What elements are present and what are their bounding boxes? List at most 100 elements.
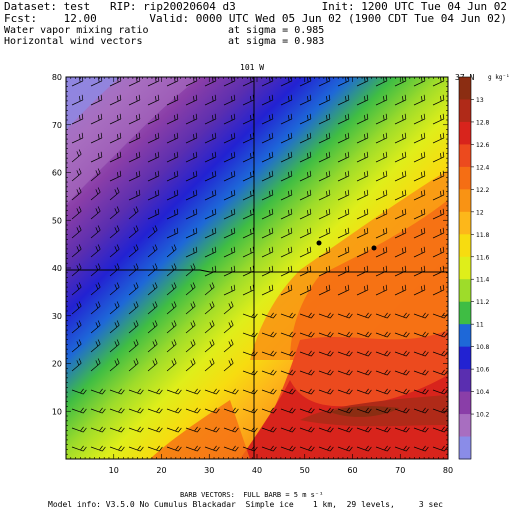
barb-legend: BARB VECTORS: FULL BARB = 5 m s⁻¹	[180, 491, 324, 499]
wind-barb	[280, 94, 293, 106]
wind-barb	[318, 189, 331, 201]
wind-barb	[318, 407, 334, 414]
wind-barb	[394, 189, 407, 201]
wind-barb	[337, 426, 353, 433]
wind-barb	[375, 350, 391, 357]
wind-barb	[204, 94, 217, 106]
wind-barb	[147, 407, 163, 414]
wind-barb	[413, 208, 426, 220]
wind-barb	[299, 388, 315, 395]
wind-barb	[128, 301, 139, 315]
wind-barb	[413, 113, 426, 125]
wind-barb	[71, 206, 82, 220]
wind-barb	[128, 189, 141, 201]
wind-barb	[375, 388, 391, 395]
wind-barb	[166, 170, 179, 182]
wind-barb	[318, 170, 331, 182]
wind-barb	[299, 94, 312, 106]
wind-barb	[394, 407, 410, 414]
wind-barb	[147, 244, 158, 258]
wind-barb	[261, 227, 274, 239]
wind-barb	[128, 358, 139, 372]
x-tick-label: 80	[443, 466, 453, 475]
wind-barb	[318, 331, 334, 338]
wind-barb	[128, 94, 141, 106]
wind-barb	[337, 113, 350, 125]
colorbar-unit: g kg⁻¹	[488, 74, 510, 81]
wind-barb	[432, 189, 445, 201]
wind-barb	[223, 339, 234, 353]
wind-barb	[299, 246, 312, 258]
wind-barb	[375, 189, 388, 201]
colorbar-swatch	[459, 121, 471, 145]
wind-barb	[204, 407, 220, 414]
wind-barb	[318, 426, 334, 433]
wind-barb	[432, 388, 448, 395]
wind-barb	[109, 113, 122, 125]
wind-barb	[109, 244, 120, 258]
wind-barb	[109, 187, 120, 201]
wind-barb	[280, 445, 296, 452]
wind-barb	[223, 94, 236, 106]
wind-barb	[394, 331, 410, 338]
wind-barb	[71, 388, 87, 395]
wind-barb	[356, 369, 372, 376]
wind-barb	[375, 113, 388, 125]
dataset-label: Dataset: test RIP: rip20020604 d3	[4, 0, 236, 13]
wind-barb	[337, 407, 353, 414]
wind-barb	[375, 312, 391, 319]
field1-name: Water vapor mixing ratio	[4, 25, 149, 36]
wind-barb	[109, 132, 122, 144]
wind-barb	[318, 132, 331, 144]
wind-barb	[204, 227, 217, 239]
wind-barb	[223, 189, 236, 201]
wind-barb	[204, 426, 220, 433]
colorbar-swatch	[459, 189, 471, 213]
wind-barb	[394, 77, 407, 87]
wind-barb	[337, 246, 350, 258]
wind-barb	[280, 189, 293, 201]
wind-barb	[375, 132, 388, 144]
wind-barb	[375, 331, 391, 338]
wind-barb	[356, 77, 369, 87]
wind-barb	[394, 388, 410, 395]
wind-barb	[185, 407, 201, 414]
wind-barb	[261, 350, 277, 357]
wind-barb	[147, 339, 158, 353]
wind-barb	[299, 77, 312, 87]
wind-barb	[109, 206, 120, 220]
wind-barb	[280, 208, 293, 220]
wind-barb	[90, 168, 101, 182]
wind-barb	[128, 388, 144, 395]
y-tick-label: 10	[52, 407, 62, 416]
forecast-hour: Fcst: 12.00	[4, 12, 97, 25]
valid-time: Valid: 0000 UTC Wed 05 Jun 02 (1900 CDT …	[149, 12, 507, 25]
wind-barb	[337, 77, 350, 87]
wind-barb	[166, 282, 177, 296]
colorbar-swatch	[459, 301, 471, 325]
wind-barb	[261, 246, 274, 258]
wind-barb	[394, 350, 410, 357]
wind-barb	[299, 369, 315, 376]
colorbar-label: 12.4	[476, 164, 490, 171]
wind-barb	[223, 358, 234, 372]
wind-barb	[299, 113, 312, 125]
wind-barb	[280, 369, 296, 376]
wind-barb	[128, 77, 141, 87]
wind-barb	[223, 426, 239, 433]
colorbar-label: 10.2	[476, 412, 490, 419]
y-tick-label: 30	[52, 312, 62, 321]
wind-barb	[166, 227, 179, 239]
wind-barb	[90, 388, 106, 395]
field2-sigma: at sigma = 0.983	[228, 36, 325, 47]
wind-barb	[356, 170, 369, 182]
colorbar-label: 10.4	[476, 389, 490, 396]
wind-barb	[413, 388, 429, 395]
wind-barb	[413, 445, 429, 452]
x-tick-label: 20	[156, 466, 166, 475]
wind-barb	[166, 151, 179, 163]
wind-barb	[185, 189, 198, 201]
wind-barb	[375, 246, 388, 258]
wind-barb	[356, 284, 369, 296]
